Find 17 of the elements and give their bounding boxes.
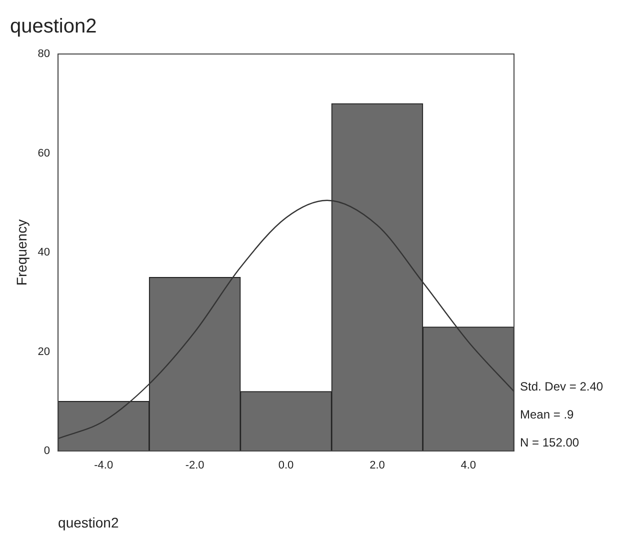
line-series — [58, 200, 514, 440]
chart-title: question2 — [10, 16, 97, 38]
x-tick-label: 4.0 — [460, 460, 476, 472]
y-axis-title: Frequency — [13, 219, 30, 286]
x-tick-label: 2.0 — [370, 460, 385, 472]
x-tick-label: -2.0 — [185, 460, 204, 472]
text: Std. Dev = 2.40 — [520, 379, 604, 394]
text: N = 152.00 — [520, 435, 580, 450]
x-axis-title: question2 — [58, 514, 119, 530]
y-tick-label: 40 — [38, 246, 50, 259]
text: Mean = .9 — [520, 407, 574, 422]
y-tick-label: 0 — [44, 445, 50, 458]
y-tick-label: 60 — [38, 147, 50, 160]
x-tick-label: -4.0 — [94, 460, 114, 472]
x-tick-label: 0.0 — [278, 460, 294, 472]
y-tick-label: 20 — [38, 346, 50, 358]
y-tick-label: 80 — [38, 48, 50, 60]
